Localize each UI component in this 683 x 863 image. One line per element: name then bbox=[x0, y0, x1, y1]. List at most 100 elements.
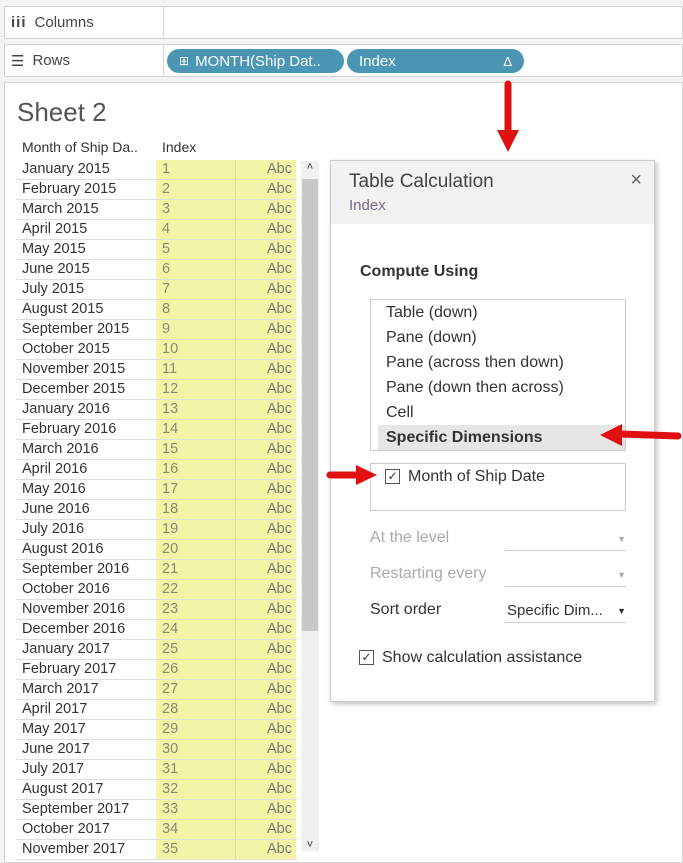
index-cell: 2 bbox=[156, 180, 236, 199]
column-header-month[interactable]: Month of Ship Da.. bbox=[22, 139, 138, 155]
table-row[interactable]: August 2015 8 Abc bbox=[16, 300, 297, 320]
restarting-every-select: ▼ bbox=[505, 563, 626, 587]
table-row[interactable]: October 2015 10 Abc bbox=[16, 340, 297, 360]
table-row[interactable]: June 2015 6 Abc bbox=[16, 260, 297, 280]
month-cell: April 2017 bbox=[22, 701, 88, 717]
table-row[interactable]: July 2017 31 Abc bbox=[16, 760, 297, 780]
sort-order-label: Sort order bbox=[370, 601, 442, 618]
index-cell: 19 bbox=[156, 520, 236, 539]
table-row[interactable]: January 2016 13 Abc bbox=[16, 400, 297, 420]
index-cell: 9 bbox=[156, 320, 236, 339]
table-row[interactable]: March 2015 3 Abc bbox=[16, 200, 297, 220]
abc-cell: Abc bbox=[236, 620, 296, 639]
index-cell: 15 bbox=[156, 440, 236, 459]
index-pill[interactable]: Index Δ bbox=[347, 49, 524, 73]
dimension-label: Month of Ship Date bbox=[408, 468, 545, 485]
red-arrow-left-icon bbox=[600, 424, 682, 446]
scroll-down-icon[interactable]: ˅ bbox=[306, 839, 314, 851]
table-row[interactable]: February 2016 14 Abc bbox=[16, 420, 297, 440]
table-row[interactable]: November 2015 11 Abc bbox=[16, 360, 297, 380]
pill-label: MONTH(Ship Dat.. bbox=[195, 52, 321, 70]
compute-option[interactable]: Table (down) bbox=[386, 304, 478, 321]
month-cell: June 2015 bbox=[22, 261, 90, 277]
table-row[interactable]: March 2017 27 Abc bbox=[16, 680, 297, 700]
compute-option[interactable]: Pane (down) bbox=[386, 329, 477, 346]
month-cell: June 2017 bbox=[22, 741, 90, 757]
dropdown-caret-icon: ▼ bbox=[617, 606, 626, 616]
month-cell: August 2017 bbox=[22, 781, 104, 797]
table-row[interactable]: September 2015 9 Abc bbox=[16, 320, 297, 340]
index-cell: 12 bbox=[156, 380, 236, 399]
index-cell: 28 bbox=[156, 700, 236, 719]
table-row[interactable]: March 2016 15 Abc bbox=[16, 440, 297, 460]
index-cell: 10 bbox=[156, 340, 236, 359]
month-cell: July 2016 bbox=[22, 521, 85, 537]
month-cell: November 2015 bbox=[22, 361, 126, 377]
table-row[interactable]: December 2015 12 Abc bbox=[16, 380, 297, 400]
month-cell: January 2016 bbox=[22, 401, 110, 417]
compute-option[interactable]: Pane (down then across) bbox=[386, 379, 564, 396]
table-row[interactable]: November 2017 35 Abc bbox=[16, 840, 297, 860]
month-ship-date-pill[interactable]: ⊞ MONTH(Ship Dat.. bbox=[167, 49, 344, 73]
table-row[interactable]: October 2017 34 Abc bbox=[16, 820, 297, 840]
compute-option[interactable]: Specific Dimensions bbox=[378, 425, 625, 450]
table-row[interactable]: January 2017 25 Abc bbox=[16, 640, 297, 660]
table-row[interactable]: July 2016 19 Abc bbox=[16, 520, 297, 540]
column-header-index[interactable]: Index bbox=[162, 139, 197, 155]
abc-cell: Abc bbox=[236, 260, 296, 279]
table-row[interactable]: January 2015 1 Abc bbox=[16, 160, 297, 180]
table-row[interactable]: December 2016 24 Abc bbox=[16, 620, 297, 640]
at-the-level-select: ▼ bbox=[505, 527, 626, 551]
scroll-thumb[interactable] bbox=[302, 179, 318, 631]
table-row[interactable]: April 2016 16 Abc bbox=[16, 460, 297, 480]
compute-option[interactable]: Pane (across then down) bbox=[386, 354, 564, 371]
table-row[interactable]: May 2015 5 Abc bbox=[16, 240, 297, 260]
compute-option[interactable]: Cell bbox=[386, 404, 414, 421]
month-cell: March 2017 bbox=[22, 681, 99, 697]
index-cell: 11 bbox=[156, 360, 236, 379]
table-row[interactable]: July 2015 7 Abc bbox=[16, 280, 297, 300]
table-row[interactable]: May 2016 17 Abc bbox=[16, 480, 297, 500]
dimensions-box: ✓ Month of Ship Date bbox=[370, 463, 626, 511]
rows-shelf: ☰ Rows ⊞ MONTH(Ship Dat.. Index Δ bbox=[4, 44, 683, 77]
scroll-up-icon[interactable]: ˄ bbox=[306, 161, 314, 173]
table-row[interactable]: August 2016 20 Abc bbox=[16, 540, 297, 560]
checkbox-checked-icon[interactable]: ✓ bbox=[359, 650, 374, 666]
month-cell: July 2015 bbox=[22, 281, 85, 297]
index-cell: 24 bbox=[156, 620, 236, 639]
table-row[interactable]: June 2017 30 Abc bbox=[16, 740, 297, 760]
compute-using-list[interactable]: Table (down) Pane (down) Pane (across then… bbox=[370, 299, 626, 451]
abc-cell: Abc bbox=[236, 460, 296, 479]
index-cell: 26 bbox=[156, 660, 236, 679]
table-row[interactable]: June 2016 18 Abc bbox=[16, 500, 297, 520]
index-cell: 18 bbox=[156, 500, 236, 519]
table-row[interactable]: September 2016 21 Abc bbox=[16, 560, 297, 580]
abc-cell: Abc bbox=[236, 420, 296, 439]
month-cell: January 2015 bbox=[22, 161, 110, 177]
dimension-month-of-ship-date[interactable]: ✓ Month of Ship Date bbox=[371, 464, 625, 490]
show-calculation-assistance[interactable]: ✓ Show calculation assistance bbox=[359, 649, 582, 667]
month-cell: February 2017 bbox=[22, 661, 117, 677]
restarting-every-label: Restarting every bbox=[370, 565, 487, 582]
table-row[interactable]: October 2016 22 Abc bbox=[16, 580, 297, 600]
table-row[interactable]: September 2017 33 Abc bbox=[16, 800, 297, 820]
table-row[interactable]: November 2016 23 Abc bbox=[16, 600, 297, 620]
table-row[interactable]: August 2017 32 Abc bbox=[16, 780, 297, 800]
table-row[interactable]: May 2017 29 Abc bbox=[16, 720, 297, 740]
table-row[interactable]: February 2017 26 Abc bbox=[16, 660, 297, 680]
abc-cell: Abc bbox=[236, 300, 296, 319]
vertical-scrollbar[interactable]: ˄ ˅ bbox=[301, 161, 319, 851]
close-icon[interactable]: × bbox=[630, 169, 642, 191]
month-cell: June 2016 bbox=[22, 501, 90, 517]
index-cell: 31 bbox=[156, 760, 236, 779]
abc-cell: Abc bbox=[236, 340, 296, 359]
month-cell: January 2017 bbox=[22, 641, 110, 657]
month-cell: September 2017 bbox=[22, 801, 130, 817]
abc-cell: Abc bbox=[236, 440, 296, 459]
table-row[interactable]: February 2015 2 Abc bbox=[16, 180, 297, 200]
table-row[interactable]: April 2015 4 Abc bbox=[16, 220, 297, 240]
checkbox-checked-icon[interactable]: ✓ bbox=[385, 469, 400, 485]
sort-order-select[interactable]: Specific Dim... ▼ bbox=[505, 599, 626, 623]
table-row[interactable]: April 2017 28 Abc bbox=[16, 700, 297, 720]
